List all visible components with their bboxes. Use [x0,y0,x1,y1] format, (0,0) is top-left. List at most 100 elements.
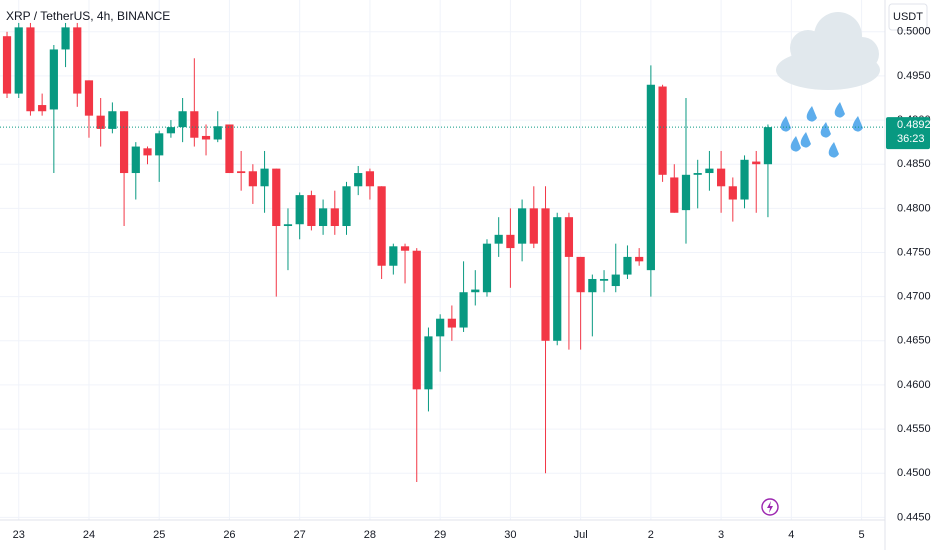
candle-body [576,256,585,293]
candle-body [178,111,187,128]
last-price-label: 0.4892 [897,119,931,131]
candle-body [588,278,597,293]
candle-body [73,27,82,94]
y-tick-label: 0.5000 [897,26,931,38]
candle-body [283,224,293,227]
candle-body [143,148,152,156]
grid [0,0,885,520]
x-tick-label: 2 [648,529,654,541]
candle-body [471,289,480,293]
candle-body [424,336,433,390]
candle-body [459,292,468,328]
x-tick-label: 27 [294,529,306,541]
candle-body [447,318,456,328]
candle-body [377,186,386,266]
x-tick-label: 3 [718,529,724,541]
candle-body [518,208,527,244]
candle-body [108,111,117,129]
candle-body [599,278,609,281]
candle-body [494,234,503,244]
currency-box[interactable] [888,3,928,31]
candle-body [61,27,70,50]
candle-body [225,124,234,174]
candle-body [26,27,35,112]
candle-body [330,208,339,227]
candle-body [119,111,129,174]
candle-body [38,105,47,112]
event-icon[interactable] [761,498,779,516]
candle-body [213,126,222,140]
y-tick-label: 0.4450 [897,511,931,523]
candle-body [541,208,550,341]
candle-body [553,217,562,341]
candle-body [155,133,164,156]
countdown-label: 36:23 [897,133,925,145]
candle-body [237,171,246,174]
currency-label: USDT [893,11,923,23]
candle-body [96,115,105,129]
candle-body [295,195,304,225]
candle-body [272,168,281,227]
candle-body [693,173,702,175]
chart-title: XRP / TetherUS, 4h, BINANCE [6,9,170,23]
candle-body [318,208,328,227]
y-tick-label: 0.4950 [897,70,931,82]
candle-body [564,217,574,257]
candle-body [201,135,211,140]
candle-body [14,27,23,94]
rain-cloud-icon [776,12,880,158]
y-tick-label: 0.4850 [897,158,931,170]
y-tick-label: 0.4500 [897,467,931,479]
candle-body [740,159,749,200]
candle-body [611,274,620,287]
candle-body [646,84,655,271]
y-tick-label: 0.4800 [897,202,931,214]
candle-body [2,36,12,94]
y-tick-label: 0.4750 [897,246,931,258]
candle-body [752,161,761,165]
x-tick-label: 26 [223,529,235,541]
x-tick-label: 4 [788,529,794,541]
y-tick-label: 0.4650 [897,335,931,347]
candle-body [705,168,714,174]
x-tick-label: 28 [364,529,376,541]
candle-body [49,49,58,110]
candle-body [307,195,316,227]
candle-body [412,250,421,390]
candle-body [436,318,445,337]
candles [2,22,773,483]
candle-body [84,80,94,116]
candle-body [717,168,726,187]
candle-body [342,186,351,227]
x-tick-label: 30 [504,529,516,541]
last-price-box [886,117,930,150]
y-tick-label: 0.4700 [897,291,931,303]
x-tick-label: 29 [434,529,446,541]
y-tick-label: 0.4600 [897,379,931,391]
candle-body [354,173,363,187]
candle-body [166,127,176,134]
candle-body [670,177,679,213]
candle-body [658,86,667,175]
candle-body [365,171,375,187]
candle-body [623,256,632,275]
candle-body [681,174,691,211]
candle-body [635,256,644,262]
candle-body [400,246,410,251]
candle-body [529,208,538,244]
x-tick-label: 24 [83,529,95,541]
y-tick-label: 0.4550 [897,423,931,435]
candle-body [260,168,269,187]
candle-body [389,246,398,266]
x-tick-label: 25 [153,529,165,541]
candle-body [190,111,199,138]
candle-body [482,243,492,293]
candle-body [763,127,773,165]
x-tick-label: 23 [13,529,25,541]
candle-body [248,171,257,187]
candle-body [728,186,737,200]
candle-body [506,234,515,249]
x-tick-label: Jul [574,529,588,541]
